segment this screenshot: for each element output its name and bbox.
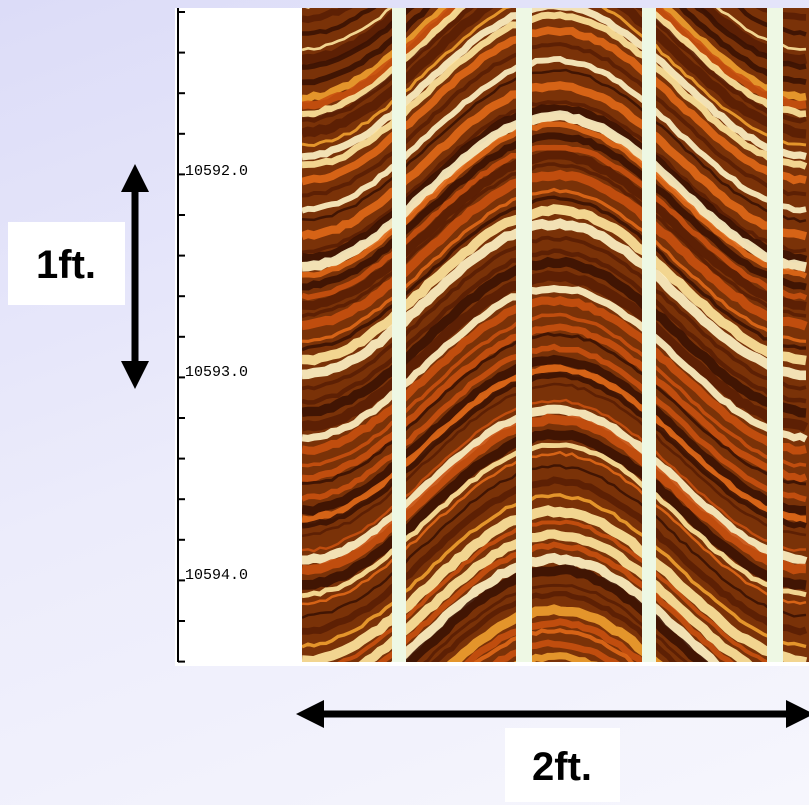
bedding xyxy=(302,195,807,352)
bedding xyxy=(302,162,807,318)
bedding xyxy=(302,493,807,649)
depth-label: 10592.0 xyxy=(185,163,248,180)
bedding xyxy=(302,429,807,590)
bedding xyxy=(302,187,807,344)
scale-box xyxy=(505,728,620,802)
pad-gap xyxy=(767,8,783,662)
bedding xyxy=(302,295,807,455)
bedding xyxy=(358,529,753,662)
bedding xyxy=(302,8,807,52)
bedding xyxy=(302,270,809,433)
bedding xyxy=(302,8,807,139)
bedding xyxy=(464,618,647,662)
bedding xyxy=(302,332,807,486)
bedding xyxy=(302,312,807,468)
bedding xyxy=(302,8,807,147)
bedding xyxy=(430,590,678,662)
bedding xyxy=(302,121,808,279)
bedding xyxy=(302,323,808,483)
bedding xyxy=(302,150,807,311)
bedding xyxy=(302,8,807,124)
bedding xyxy=(302,81,808,241)
horizontal-scale-label: 2ft. xyxy=(532,745,592,789)
bedding xyxy=(302,354,807,516)
bedding xyxy=(302,464,807,619)
pad-gap xyxy=(642,8,656,662)
bedding xyxy=(302,132,807,291)
bedding xyxy=(513,652,598,662)
bedding xyxy=(302,248,807,405)
pad-gap xyxy=(516,8,532,662)
bedding xyxy=(302,42,807,198)
bedding xyxy=(302,505,808,662)
bedding xyxy=(302,144,808,301)
bedding xyxy=(302,110,807,272)
bedding xyxy=(302,11,808,170)
bedding xyxy=(446,604,663,662)
bedding xyxy=(473,628,635,662)
bedding xyxy=(302,476,808,636)
scale-box xyxy=(8,222,125,305)
depth-ticks xyxy=(178,11,185,663)
bedding xyxy=(302,169,808,331)
borehole-image xyxy=(302,8,809,662)
bedding xyxy=(302,26,807,186)
depth-label: 10593.0 xyxy=(185,364,248,381)
bedding xyxy=(302,204,807,366)
bedding xyxy=(302,382,807,538)
bedding xyxy=(302,8,808,65)
bedding xyxy=(302,68,807,223)
pad-gap xyxy=(392,8,406,662)
bedding xyxy=(302,8,807,118)
bedding xyxy=(302,218,806,381)
bedding xyxy=(390,552,720,662)
bedding xyxy=(302,343,807,503)
bedding xyxy=(302,284,808,443)
vertical-scale-label: 1ft. xyxy=(36,243,96,287)
bedding xyxy=(337,519,771,662)
bedding xyxy=(302,8,807,103)
bedding xyxy=(302,8,807,86)
bedding xyxy=(401,564,709,662)
bedding xyxy=(423,583,688,662)
bedding xyxy=(302,8,807,70)
depth-label: 10594.0 xyxy=(185,567,248,584)
bedding xyxy=(492,639,620,662)
bedding xyxy=(302,55,807,214)
bedding xyxy=(302,235,807,391)
bedding xyxy=(302,100,807,255)
bedding xyxy=(302,442,807,599)
bedding xyxy=(302,413,807,575)
bedding xyxy=(302,450,807,606)
bedding xyxy=(302,404,808,566)
bedding xyxy=(302,364,807,524)
bedding xyxy=(302,8,807,110)
bedding xyxy=(302,398,807,553)
bedding xyxy=(302,371,807,529)
bedding xyxy=(302,8,807,161)
bedding xyxy=(302,104,808,264)
bedding xyxy=(302,256,807,418)
bedding xyxy=(305,8,311,9)
bedding xyxy=(377,541,734,662)
